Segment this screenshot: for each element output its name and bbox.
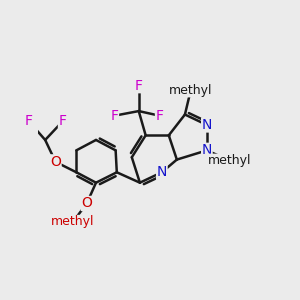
Text: F: F [110, 109, 118, 123]
Text: N: N [202, 118, 212, 132]
Text: F: F [25, 115, 33, 128]
Text: F: F [58, 115, 67, 128]
Text: methyl: methyl [169, 84, 212, 97]
Text: F: F [135, 79, 143, 93]
Text: F: F [155, 109, 164, 123]
Text: methyl: methyl [51, 215, 95, 229]
Text: N: N [202, 143, 212, 157]
Text: N: N [157, 165, 167, 179]
Text: O: O [50, 155, 61, 169]
Text: O: O [81, 196, 92, 211]
Text: methyl: methyl [208, 154, 252, 167]
